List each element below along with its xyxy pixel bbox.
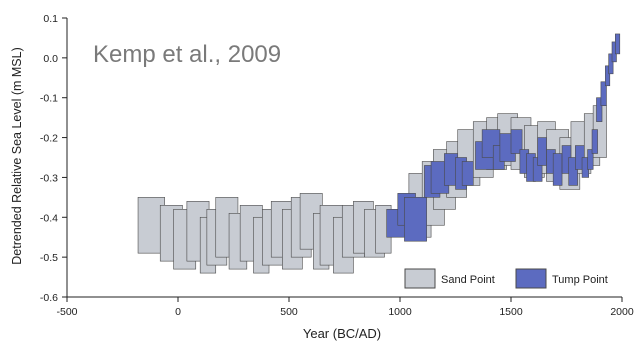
chart-axes: 0.1 0.0 -0.1 -0.2 -0.3 -0.4 -0.5 -0.6 -500 0 500 10…: [40, 13, 634, 318]
y-axis-label: Detrended Relative Sea Level (m MSL): [10, 47, 24, 264]
y-tick-label: 0.0: [43, 53, 58, 65]
y-tick-label: -0.6: [40, 292, 58, 304]
tump-point-box: [615, 33, 621, 55]
x-tick-label: 2000: [610, 306, 634, 318]
tump-point-box: [596, 97, 603, 122]
y-tick-label: -0.1: [40, 93, 58, 105]
tump-point-box: [605, 65, 611, 87]
tump-point-box: [537, 137, 547, 166]
x-axis-label: Year (BC/AD): [303, 326, 381, 341]
legend-swatch-sand-point: [404, 268, 436, 289]
x-tick-label: 1500: [499, 306, 523, 318]
y-tick-label: -0.2: [40, 133, 58, 145]
tump-point-box: [404, 197, 427, 242]
tump-point-box: [587, 149, 594, 170]
tump-point-box: [568, 157, 578, 186]
y-tick-label: 0.1: [43, 13, 58, 25]
citation-annotation: Kemp et al., 2009: [93, 41, 281, 68]
tump-point-box: [608, 53, 614, 75]
y-tick-label: -0.3: [40, 172, 58, 184]
x-tick-label: 1000: [388, 306, 412, 318]
x-tick-label: 0: [175, 306, 181, 318]
tump-point-box: [510, 129, 523, 154]
chart-marks: [137, 33, 621, 274]
legend-label-sand-point: Sand Point: [441, 274, 495, 286]
x-tick-label: 500: [280, 306, 298, 318]
tump-point-box: [552, 153, 563, 186]
tump-point-box: [461, 161, 474, 186]
y-tick-label: -0.5: [40, 252, 58, 264]
legend-swatch-tump-point: [515, 268, 547, 289]
legend-label-tump-point: Tump Point: [552, 274, 608, 286]
x-tick-label: -500: [56, 306, 77, 318]
tump-point-box: [600, 81, 607, 106]
y-tick-label: -0.4: [40, 212, 58, 224]
legend: Sand Point Tump Point: [404, 268, 608, 289]
tump-point-box: [591, 129, 598, 154]
